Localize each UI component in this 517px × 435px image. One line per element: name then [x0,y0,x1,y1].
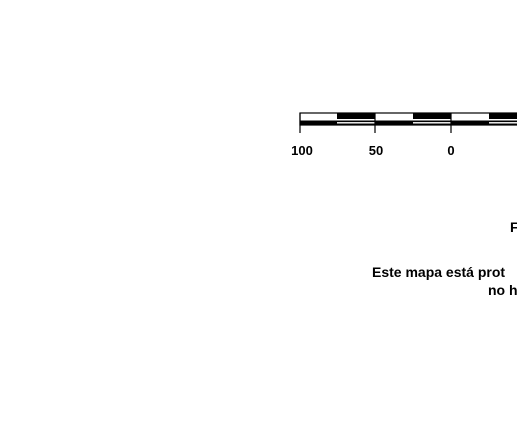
scale-tick-label-100: 100 [291,143,313,158]
scale-tick-label-50: 50 [368,143,384,158]
scale-bar-segment [413,113,451,119]
scale-bar-segment [451,120,489,126]
scale-bar-segment [489,113,517,119]
copyright-note-line-2: no h [488,282,517,298]
scale-tick-label-0: 0 [447,143,455,158]
copyright-note-line-1: Este mapa está prot [372,264,506,280]
scale-bar-segment [375,120,413,126]
scale-bar-graphic [299,112,517,133]
scale-bar-segment [337,113,375,119]
heading-fragment: F [510,219,517,235]
scale-bar-segment [300,120,337,126]
scale-bar: 100 50 0 [291,108,517,160]
